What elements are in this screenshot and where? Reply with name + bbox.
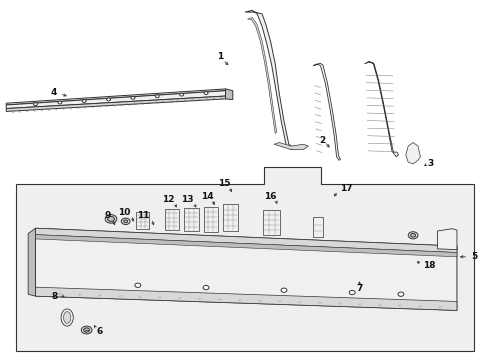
- Circle shape: [411, 234, 416, 237]
- Circle shape: [279, 301, 281, 302]
- Polygon shape: [247, 18, 277, 134]
- Circle shape: [281, 288, 287, 292]
- Circle shape: [119, 296, 121, 297]
- Circle shape: [139, 296, 141, 297]
- Circle shape: [79, 294, 81, 296]
- Circle shape: [239, 300, 241, 301]
- Circle shape: [33, 103, 37, 105]
- Circle shape: [123, 220, 127, 223]
- Polygon shape: [35, 235, 457, 257]
- Text: 11: 11: [138, 211, 150, 220]
- Circle shape: [349, 291, 355, 295]
- Circle shape: [105, 215, 117, 223]
- Circle shape: [159, 297, 161, 298]
- Text: 7: 7: [356, 284, 363, 293]
- Circle shape: [131, 96, 135, 99]
- Polygon shape: [16, 167, 474, 351]
- Polygon shape: [438, 229, 457, 249]
- Circle shape: [219, 299, 221, 300]
- Circle shape: [419, 306, 421, 307]
- Polygon shape: [6, 91, 225, 109]
- Polygon shape: [406, 143, 420, 164]
- Circle shape: [319, 302, 321, 303]
- Text: 13: 13: [181, 195, 194, 204]
- Polygon shape: [365, 62, 398, 157]
- Circle shape: [84, 328, 90, 332]
- Text: 8: 8: [51, 292, 57, 301]
- Circle shape: [121, 218, 130, 225]
- Text: 16: 16: [264, 192, 277, 201]
- Circle shape: [359, 303, 361, 305]
- Circle shape: [99, 295, 101, 296]
- Ellipse shape: [61, 309, 73, 326]
- Circle shape: [398, 292, 404, 296]
- Circle shape: [59, 293, 61, 295]
- Text: 14: 14: [201, 192, 213, 201]
- Circle shape: [81, 326, 92, 334]
- Circle shape: [299, 301, 301, 303]
- Polygon shape: [225, 89, 233, 100]
- Polygon shape: [203, 207, 218, 232]
- Text: 1: 1: [217, 52, 223, 61]
- Polygon shape: [223, 204, 238, 231]
- Circle shape: [203, 285, 209, 290]
- Polygon shape: [165, 209, 179, 230]
- Polygon shape: [274, 143, 308, 150]
- Circle shape: [199, 298, 201, 300]
- Circle shape: [259, 300, 261, 302]
- Polygon shape: [245, 10, 294, 150]
- Circle shape: [155, 95, 159, 98]
- Polygon shape: [6, 89, 225, 105]
- Circle shape: [204, 91, 208, 94]
- Text: 2: 2: [319, 136, 325, 145]
- Circle shape: [135, 283, 141, 287]
- Text: 4: 4: [51, 88, 57, 97]
- Circle shape: [179, 297, 181, 299]
- Circle shape: [379, 304, 381, 306]
- Circle shape: [108, 216, 115, 221]
- Circle shape: [107, 98, 111, 101]
- Text: 15: 15: [218, 179, 230, 188]
- Text: 17: 17: [340, 184, 353, 193]
- Text: 12: 12: [162, 195, 174, 204]
- Text: 6: 6: [97, 327, 102, 336]
- Polygon shape: [184, 208, 199, 231]
- Circle shape: [58, 101, 62, 104]
- Circle shape: [408, 232, 418, 239]
- Circle shape: [180, 93, 184, 96]
- Text: 10: 10: [118, 208, 130, 217]
- Circle shape: [82, 100, 86, 102]
- Ellipse shape: [64, 312, 71, 323]
- Circle shape: [339, 303, 341, 304]
- Circle shape: [439, 306, 441, 308]
- Circle shape: [399, 305, 401, 306]
- Polygon shape: [6, 96, 225, 111]
- Polygon shape: [28, 228, 35, 296]
- Text: 5: 5: [471, 252, 478, 261]
- Polygon shape: [35, 228, 457, 310]
- Polygon shape: [313, 217, 323, 237]
- Polygon shape: [263, 210, 280, 235]
- Polygon shape: [136, 212, 149, 229]
- Text: 3: 3: [428, 159, 434, 168]
- Polygon shape: [313, 63, 341, 160]
- Text: 18: 18: [423, 261, 435, 270]
- Polygon shape: [35, 287, 457, 310]
- Polygon shape: [35, 228, 457, 252]
- Text: 9: 9: [105, 211, 111, 220]
